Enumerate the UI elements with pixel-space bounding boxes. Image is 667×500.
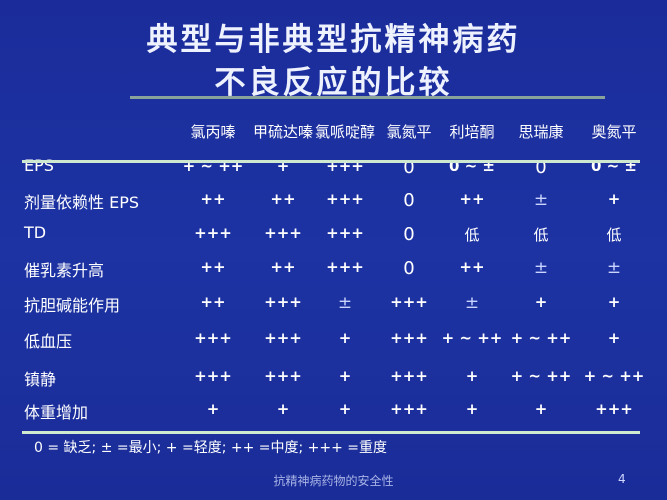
row-label: 剂量依赖性 EPS — [24, 193, 140, 212]
table-cell: +++ — [264, 293, 302, 311]
table-cell: +++ — [194, 329, 232, 347]
row-label: 催乳素升高 — [24, 261, 105, 280]
slide-title-line2: 不良反应的比较 — [214, 65, 453, 101]
table-cell: + ~ ++ — [583, 367, 645, 385]
slide-footer: 抗精神病药物的安全性 — [273, 474, 394, 488]
table-cell: + — [465, 367, 479, 385]
column-header: 思瑞康 — [518, 123, 564, 141]
table-cell: ± — [533, 258, 549, 278]
table-cell: + — [276, 400, 290, 418]
table-cell: + ~ ++ — [441, 329, 503, 347]
table-cell: +++ — [264, 329, 302, 347]
row-label: TD — [24, 223, 47, 242]
table-cell: ++ — [459, 190, 485, 208]
table-cell: +++ — [264, 224, 302, 242]
column-header: 奥氮平 — [591, 123, 637, 141]
table-cell: 低 — [533, 226, 549, 244]
table-cell: ++ — [200, 293, 226, 311]
table-cell: ± — [533, 190, 549, 210]
table-cell: 0 — [403, 258, 415, 279]
table-cell: +++ — [326, 224, 364, 242]
table-cell: + ~ ++ — [510, 367, 572, 385]
table-cell: + ~ ++ — [510, 329, 572, 347]
table-cell: 0 — [403, 157, 415, 178]
table-cell: +++ — [390, 293, 428, 311]
table-cell: + — [206, 400, 220, 418]
table-cell: + — [607, 329, 621, 347]
table-cell: ++ — [270, 190, 296, 208]
table-cell: ++ — [459, 258, 485, 276]
table-cell: + — [338, 400, 352, 418]
column-header: 氯氮平 — [386, 123, 432, 141]
column-header: 氯哌啶醇 — [314, 123, 376, 141]
row-label: EPS — [24, 156, 54, 175]
table-cell: +++ — [194, 367, 232, 385]
table-cell: + — [338, 367, 352, 385]
title-divider — [130, 96, 605, 99]
table-cell: + — [534, 293, 548, 311]
header-divider — [22, 160, 640, 163]
table-cell: ++ — [200, 190, 226, 208]
row-label: 低血压 — [24, 332, 73, 351]
row-label: 抗胆碱能作用 — [24, 296, 121, 315]
column-header: 甲硫达嗪 — [252, 123, 314, 141]
table-cell: ± — [464, 293, 480, 313]
table-cell: +++ — [326, 190, 364, 208]
table-cell: ± — [337, 293, 353, 313]
table-cell: + — [607, 190, 621, 208]
table-cell: + — [607, 293, 621, 311]
page-number: 4 — [618, 472, 626, 486]
table-cell: +++ — [390, 367, 428, 385]
legend-text: 0 = 缺乏; ± =最小; + =轻度; ++ =中度; +++ =重度 — [34, 440, 388, 456]
footer-divider — [22, 431, 640, 434]
table-cell: 低 — [606, 226, 622, 244]
table-cell: 0 — [403, 224, 415, 245]
table-cell: ++ — [200, 258, 226, 276]
row-label: 镇静 — [24, 370, 57, 389]
table-cell: +++ — [595, 400, 633, 418]
table-cell: ± — [606, 258, 622, 278]
table-cell: + — [534, 400, 548, 418]
column-header: 氯丙嗪 — [190, 123, 236, 141]
table-cell: +++ — [264, 367, 302, 385]
table-cell: + — [338, 329, 352, 347]
slide-title-line1: 典型与非典型抗精神病药 — [146, 22, 521, 58]
table-cell: +++ — [326, 258, 364, 276]
row-label: 体重增加 — [24, 403, 89, 422]
column-header: 利培酮 — [449, 123, 495, 141]
table-cell: + — [465, 400, 479, 418]
table-cell: 0 — [535, 157, 547, 178]
table-cell: +++ — [390, 329, 428, 347]
table-cell: ++ — [270, 258, 296, 276]
table-cell: +++ — [194, 224, 232, 242]
table-cell: 0 — [403, 190, 415, 211]
table-cell: 低 — [464, 226, 480, 244]
table-cell: +++ — [390, 400, 428, 418]
